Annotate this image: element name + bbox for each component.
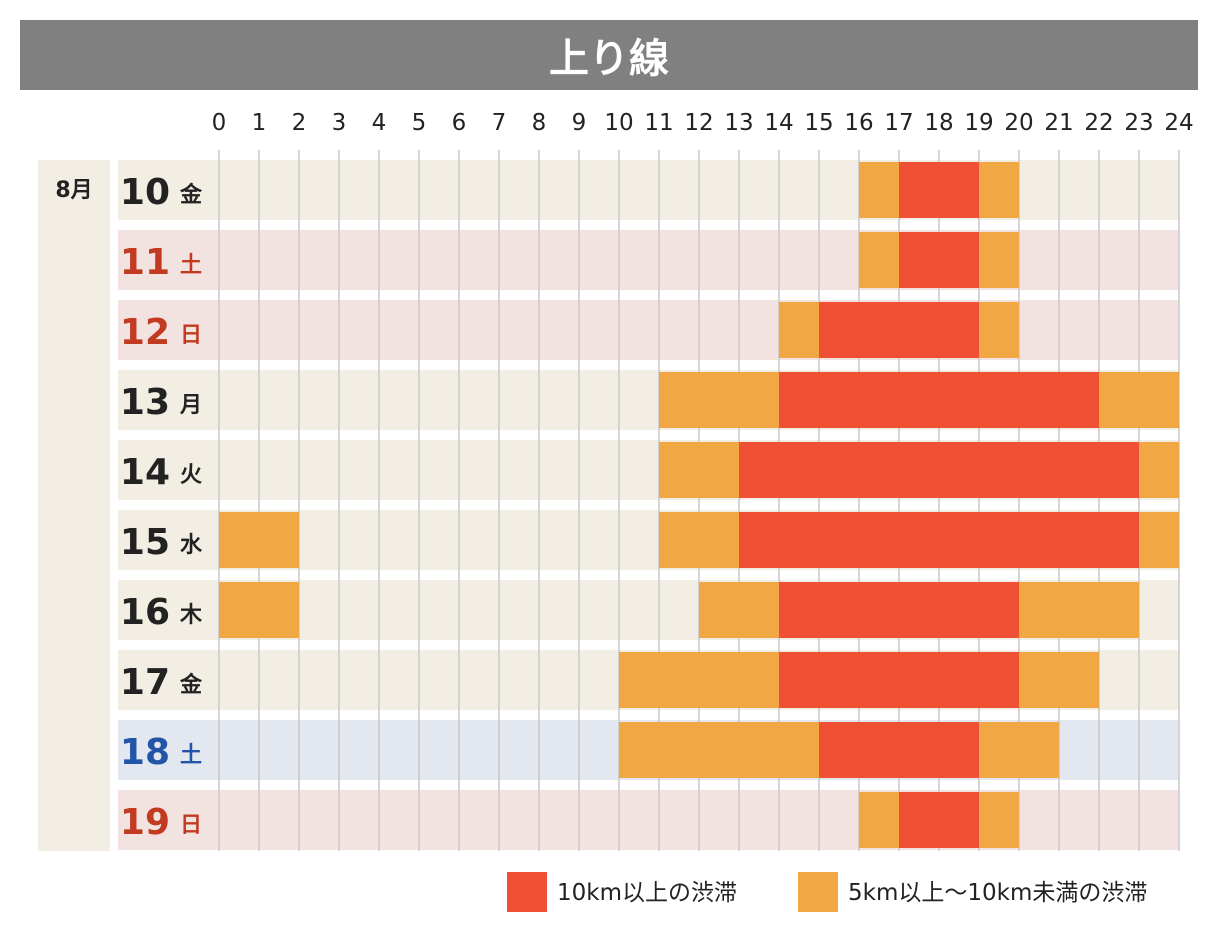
weekday-label: 金 xyxy=(179,182,203,208)
bar-light-congestion xyxy=(659,512,739,568)
day-label: 16 xyxy=(120,592,170,633)
row-background xyxy=(118,300,1179,360)
legend-swatch-light xyxy=(798,872,838,912)
weekday-label: 木 xyxy=(179,603,203,628)
bar-heavy-congestion xyxy=(739,442,1139,498)
chart-title: 上り線 xyxy=(549,36,669,82)
day-label: 17 xyxy=(120,662,170,703)
bar-heavy-congestion xyxy=(779,652,1019,708)
x-tick-label: 9 xyxy=(572,110,587,136)
x-tick-label: 15 xyxy=(804,110,833,136)
row-background xyxy=(118,160,1179,220)
bar-light-congestion xyxy=(1139,512,1179,568)
x-axis-ticks: 0 1 2 3 4 5 6 7 8 9 10 11 12 13 14 15 16 17 18 19 20 21 22 23 24 xyxy=(212,110,1194,136)
x-tick-label: 3 xyxy=(332,110,347,136)
bar-light-congestion xyxy=(979,722,1059,778)
x-tick-label: 22 xyxy=(1084,110,1113,136)
bar-light-congestion xyxy=(219,512,299,568)
month-column xyxy=(38,160,110,851)
bar-light-congestion xyxy=(1139,442,1179,498)
bar-heavy-congestion xyxy=(779,582,1019,638)
x-tick-label: 11 xyxy=(644,110,673,136)
x-tick-label: 19 xyxy=(964,110,993,136)
x-tick-label: 12 xyxy=(684,110,713,136)
bar-light-congestion xyxy=(699,582,779,638)
weekday-label: 日 xyxy=(180,323,202,348)
day-label: 12 xyxy=(120,312,170,353)
bar-heavy-congestion xyxy=(739,512,1139,568)
weekday-label: 水 xyxy=(180,533,203,558)
bar-light-congestion xyxy=(779,302,819,358)
bar-heavy-congestion xyxy=(779,372,1099,428)
x-tick-label: 17 xyxy=(884,110,913,136)
x-tick-label: 16 xyxy=(844,110,873,136)
legend-swatch-heavy xyxy=(507,872,547,912)
x-tick-label: 4 xyxy=(372,110,387,136)
row-background xyxy=(118,230,1179,290)
x-tick-label: 24 xyxy=(1164,110,1193,136)
bar-light-congestion xyxy=(979,232,1019,288)
weekday-label: 金 xyxy=(179,672,203,698)
x-tick-label: 21 xyxy=(1044,110,1073,136)
day-label: 10 xyxy=(120,172,170,213)
day-label: 19 xyxy=(120,802,170,843)
congestion-bars xyxy=(219,162,1179,848)
weekday-label: 土 xyxy=(180,253,202,278)
day-label: 13 xyxy=(120,382,170,423)
bar-light-congestion xyxy=(659,442,739,498)
x-tick-label: 10 xyxy=(604,110,633,136)
bar-light-congestion xyxy=(979,792,1019,848)
bar-light-congestion xyxy=(619,722,819,778)
bar-light-congestion xyxy=(619,652,779,708)
month-label: 8月 xyxy=(55,178,92,203)
weekday-label: 月 xyxy=(179,393,202,418)
x-tick-label: 8 xyxy=(532,110,547,136)
bar-light-congestion xyxy=(659,372,779,428)
legend: 10km以上の渋滞 5km以上〜10km未満の渋滞 xyxy=(507,872,1147,912)
bar-light-congestion xyxy=(219,582,299,638)
weekday-label: 日 xyxy=(180,813,202,838)
x-tick-label: 0 xyxy=(212,110,227,136)
row-labels: 10 金 11 土 12 日 13 月 14 火 15 水 16 木 17 金 18 土 19 日 xyxy=(120,172,203,843)
x-tick-label: 18 xyxy=(924,110,953,136)
x-tick-label: 14 xyxy=(764,110,793,136)
bar-heavy-congestion xyxy=(899,162,979,218)
bar-light-congestion xyxy=(859,162,899,218)
bar-heavy-congestion xyxy=(819,722,979,778)
bar-heavy-congestion xyxy=(819,302,979,358)
x-tick-label: 5 xyxy=(412,110,427,136)
x-tick-label: 20 xyxy=(1004,110,1033,136)
weekday-label: 火 xyxy=(180,463,202,488)
bar-light-congestion xyxy=(859,792,899,848)
x-tick-label: 7 xyxy=(492,110,507,136)
bar-light-congestion xyxy=(979,302,1019,358)
bar-light-congestion xyxy=(1099,372,1179,428)
x-tick-label: 1 xyxy=(252,110,267,136)
day-label: 14 xyxy=(120,452,170,493)
day-label: 18 xyxy=(120,732,170,773)
bar-light-congestion xyxy=(859,232,899,288)
legend-label-heavy: 10km以上の渋滞 xyxy=(557,880,737,906)
row-background xyxy=(118,790,1179,850)
x-tick-label: 6 xyxy=(452,110,467,136)
title-bar xyxy=(20,20,1198,90)
bar-heavy-congestion xyxy=(899,792,979,848)
bar-light-congestion xyxy=(1019,652,1099,708)
weekday-label: 土 xyxy=(180,743,202,768)
x-tick-label: 13 xyxy=(724,110,753,136)
bar-heavy-congestion xyxy=(899,232,979,288)
day-label: 11 xyxy=(120,242,170,283)
x-tick-label: 23 xyxy=(1124,110,1153,136)
bar-light-congestion xyxy=(1019,582,1139,638)
x-tick-label: 2 xyxy=(292,110,307,136)
legend-label-light: 5km以上〜10km未満の渋滞 xyxy=(848,880,1147,906)
bar-light-congestion xyxy=(979,162,1019,218)
day-label: 15 xyxy=(120,522,170,563)
